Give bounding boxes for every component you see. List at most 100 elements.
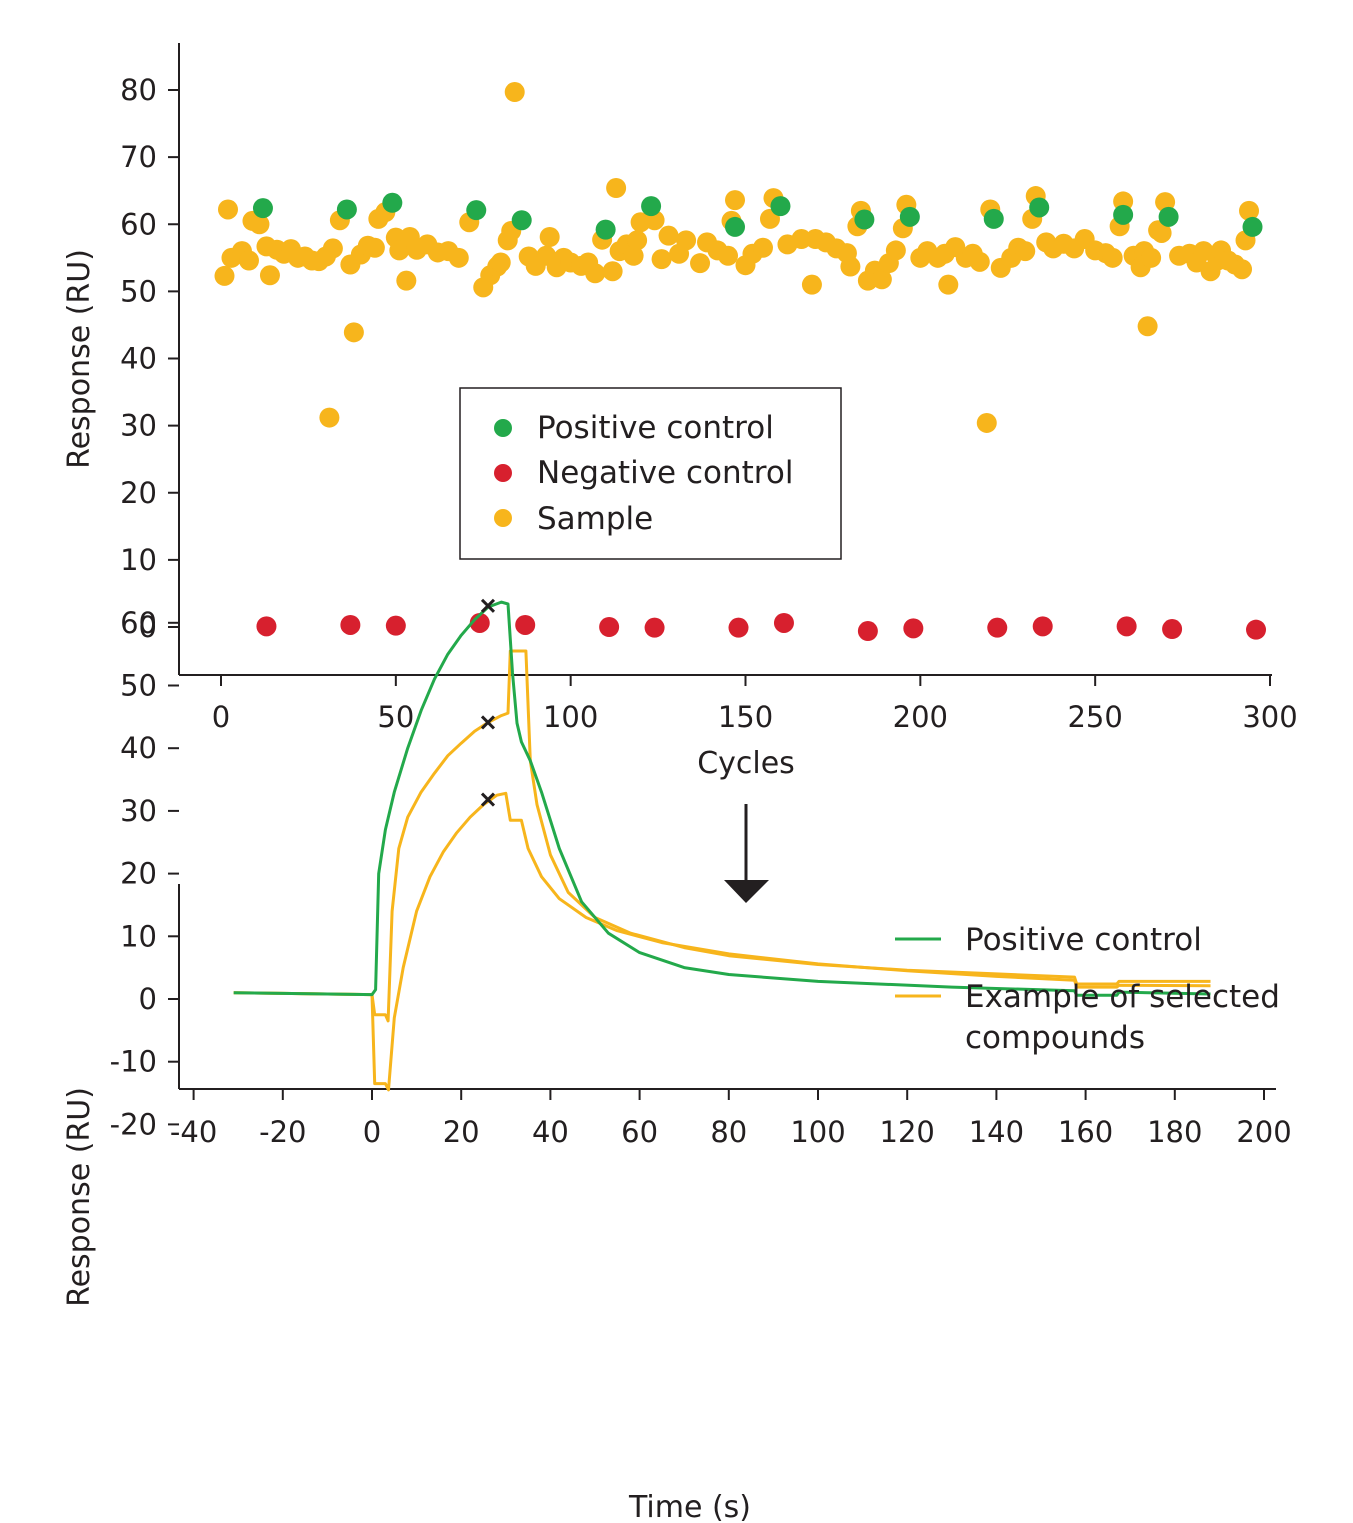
sample-point [1232,259,1253,280]
y-tick-label: 50 [120,669,157,703]
positive-control-point [252,198,273,219]
sample-point [343,322,364,343]
x-tick-label: 120 [880,1115,935,1149]
sample-point [938,274,959,295]
sample-point [602,261,623,282]
y-tick-label: 60 [120,606,157,640]
y-tick-label: 0 [139,982,157,1016]
cross-marker [480,598,496,613]
negative-control-point [340,614,361,635]
positive-control-point [1242,216,1263,237]
x-tick-label: 50 [377,700,414,734]
x-tick-label: 160 [1058,1115,1113,1149]
sample-point [871,269,892,290]
sample-point [623,245,644,266]
sample-point [651,249,672,270]
positive-control-line [233,600,1211,997]
positive-control-point [466,200,487,221]
x-tick-label: -20 [259,1115,306,1149]
x-tick-label: 100 [790,1115,845,1149]
sample-point [1151,222,1172,243]
negative-control-point [515,614,536,635]
x-tick-label: 200 [893,700,948,734]
x-tick-label: 60 [621,1115,658,1149]
x-tick-label: 180 [1147,1115,1202,1149]
cross-markers [480,598,496,807]
positive-control-point [983,208,1004,229]
sample-point [214,265,235,286]
sample-point [217,199,238,220]
sample-point [1137,316,1158,337]
negative-control-point [644,617,665,638]
sample-point [676,230,697,251]
y-tick-label: 50 [120,274,157,308]
sample-point [1239,200,1260,221]
sample-point [448,247,469,268]
y-tick-label: 20 [120,857,157,891]
negative-control-point [857,621,878,642]
legend-box [459,387,842,560]
negative-control-point [773,612,794,633]
x-tick-label: 250 [1067,700,1122,734]
legend-label-positive-control: Positive control [537,410,774,446]
y-tick-label: 30 [120,794,157,828]
x-tick-label: 200 [1236,1115,1291,1149]
y-axis-title: Response (RU) [62,249,97,469]
negative-control-point [903,618,924,639]
cross-marker [480,715,496,730]
y-tick-label: -20 [110,1107,157,1141]
sample-point [319,407,340,428]
sample-point [585,263,606,284]
negative-control-point [728,617,749,638]
selected-compound-line-2 [233,791,1211,1092]
y-axis-ticks: 0 10 20 30 40 50 60 70 80 [120,73,179,644]
sample-point [1015,241,1036,262]
sample-point [752,237,773,258]
x-tick-label: 20 [443,1115,480,1149]
x-axis-title: Time (s) [628,1490,751,1523]
legend-label-positive-control: Positive control [965,922,1202,958]
x-axis-ticks: 0 50 100 150 200 250 300 [212,675,1298,734]
positive-control-point [1029,197,1050,218]
y-tick-label: 70 [120,140,157,174]
positive-control-point [770,196,791,217]
sample-point [658,225,679,246]
sample-point [606,178,627,199]
legend-label-sample: Sample [537,501,653,537]
legend-marker-sample [494,509,512,527]
negative-control-point [256,616,277,637]
x-tick-label: 80 [710,1115,747,1149]
sample-point [259,265,280,286]
y-tick-label: 60 [120,207,157,241]
y-axis-title: Response (RU) [62,1087,97,1307]
y-tick-label: 10 [120,543,157,577]
y-tick-label: 0 [139,610,157,644]
positive-control-point [511,210,532,231]
x-tick-label: -40 [170,1115,217,1149]
positive-control-point [1113,204,1134,225]
negative-control-point [1116,616,1137,637]
x-axis-ticks: -40 -20 0 20 40 60 80 100 120 140 160 180 200 [170,1089,1292,1149]
negative-control-point [599,617,620,637]
sample-point [322,238,343,259]
y-tick-label: 80 [120,73,157,107]
x-axis-title: Cycles [697,746,795,781]
sample-point [840,256,861,277]
sample-point [801,274,822,295]
legend-label-selected-compounds: Example of selected compounds [965,979,1290,1056]
negative-control-point [385,615,406,636]
legend-marker-negative-control [494,464,512,482]
y-axis-ticks: -20 -10 0 10 20 30 40 50 60 [110,606,179,1141]
sample-point [690,253,711,274]
sample-point [238,250,259,271]
line-chart-sensorgram: -20 -10 0 10 20 30 40 50 60 -40 -20 0 20 40 60 80 100 12… [62,598,1292,1523]
sample-point [1193,241,1214,262]
positive-control-point [641,196,662,217]
y-tick-label: 40 [120,342,157,376]
x-tick-label: 0 [363,1115,381,1149]
positive-control-point [854,209,875,230]
x-tick-label: 100 [543,700,598,734]
y-tick-label: 10 [120,919,157,953]
y-tick-label: -10 [110,1045,157,1079]
sample-point [791,229,812,250]
